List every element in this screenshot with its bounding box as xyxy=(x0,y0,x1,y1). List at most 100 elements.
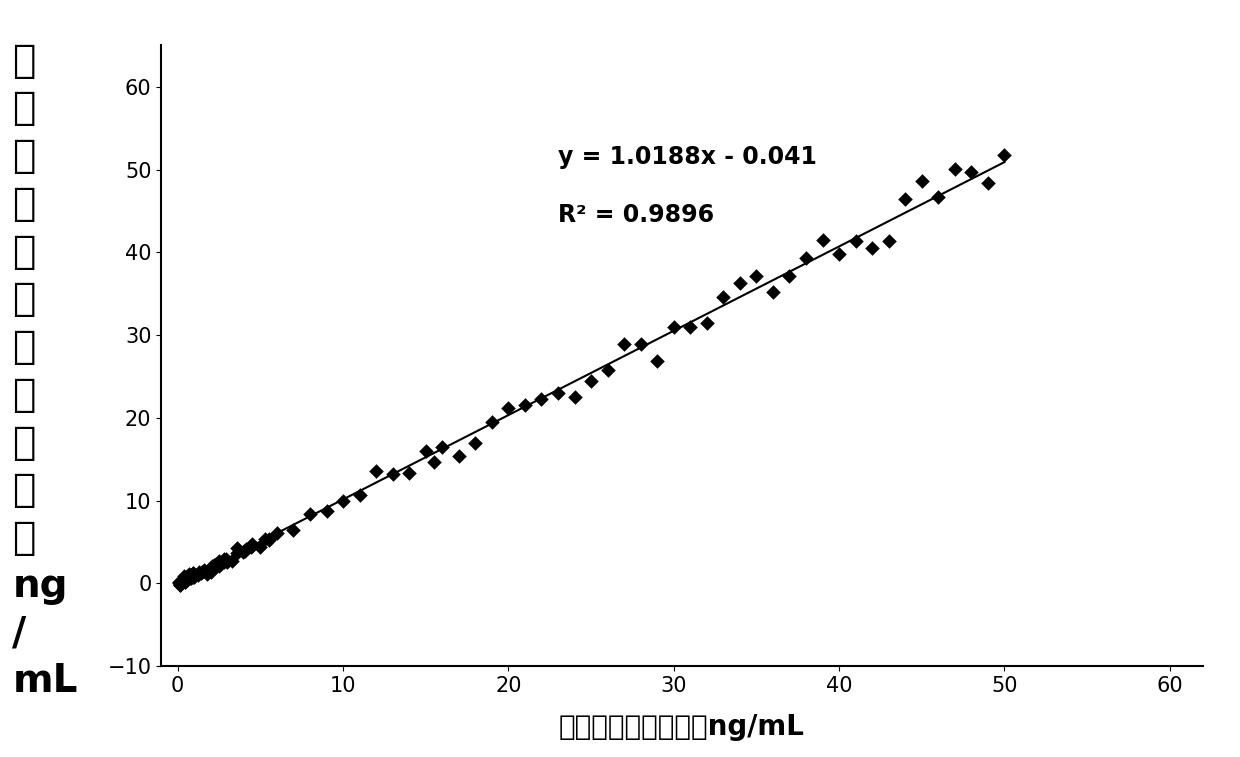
Point xyxy=(176,576,196,588)
Point xyxy=(582,375,601,387)
Point xyxy=(449,450,469,463)
Text: 样: 样 xyxy=(12,375,36,414)
Point xyxy=(175,570,195,582)
Point xyxy=(433,441,453,453)
Point xyxy=(215,553,234,565)
Point xyxy=(846,235,866,247)
Point xyxy=(192,565,212,578)
Point xyxy=(180,571,200,583)
Point xyxy=(172,574,192,586)
Point xyxy=(170,578,190,590)
Point xyxy=(978,176,998,188)
Point xyxy=(215,556,234,568)
Point xyxy=(532,394,552,406)
Point xyxy=(202,560,222,572)
Point xyxy=(663,321,683,333)
Point xyxy=(180,572,200,584)
Point xyxy=(176,574,196,586)
Point xyxy=(241,541,260,553)
Point xyxy=(746,269,766,282)
Text: ng: ng xyxy=(12,567,68,605)
Point xyxy=(182,572,202,584)
Point xyxy=(181,569,201,581)
Point xyxy=(236,544,255,556)
Point xyxy=(216,553,236,565)
Point xyxy=(170,579,190,591)
Point xyxy=(177,571,197,583)
Point xyxy=(647,354,667,366)
Point xyxy=(465,437,485,449)
Point xyxy=(184,567,203,579)
Point xyxy=(174,575,193,587)
Point xyxy=(424,456,444,469)
Point xyxy=(228,547,248,559)
Point xyxy=(830,248,849,260)
Point xyxy=(697,316,717,329)
Point xyxy=(250,541,270,553)
Point xyxy=(207,559,227,571)
Point xyxy=(350,488,370,500)
Text: /: / xyxy=(12,615,26,653)
Point xyxy=(176,571,196,583)
Point xyxy=(267,527,286,539)
Point xyxy=(879,235,899,248)
Point xyxy=(172,575,192,587)
Point xyxy=(205,559,224,571)
Point xyxy=(730,277,750,289)
Point xyxy=(197,569,217,581)
Point xyxy=(399,467,419,479)
Point xyxy=(548,387,568,399)
Point xyxy=(172,574,192,586)
Point xyxy=(945,164,965,176)
Text: mL: mL xyxy=(12,662,78,700)
Point xyxy=(564,391,584,403)
Text: R² = 0.9896: R² = 0.9896 xyxy=(558,203,714,226)
Point xyxy=(255,534,275,546)
Text: 明: 明 xyxy=(12,137,36,175)
Point xyxy=(515,399,534,411)
Point xyxy=(191,567,211,579)
X-axis label: 西门子测试样本浓度ng/mL: 西门子测试样本浓度ng/mL xyxy=(559,712,805,740)
Point xyxy=(176,575,196,587)
Point xyxy=(242,540,262,552)
Point xyxy=(201,566,221,578)
Point xyxy=(184,571,203,583)
Point xyxy=(187,569,207,581)
Point xyxy=(316,505,336,517)
Point xyxy=(259,532,279,544)
Point xyxy=(614,338,634,350)
Point xyxy=(205,561,224,573)
Point xyxy=(176,574,196,586)
Point xyxy=(300,508,320,520)
Text: 发: 发 xyxy=(12,89,36,127)
Point xyxy=(210,560,229,572)
Point xyxy=(383,468,403,480)
Point xyxy=(929,191,949,203)
Text: 体: 体 xyxy=(12,185,36,223)
Point xyxy=(170,577,190,589)
Point xyxy=(284,524,304,536)
Point xyxy=(171,576,191,588)
Point xyxy=(236,544,255,556)
Point xyxy=(170,575,190,587)
Point xyxy=(415,445,435,457)
Point xyxy=(498,402,518,414)
Text: 系: 系 xyxy=(12,232,36,270)
Point xyxy=(366,465,386,477)
Point xyxy=(482,416,502,428)
Point xyxy=(175,576,195,588)
Point xyxy=(169,577,188,589)
Point xyxy=(180,568,200,580)
Text: 度: 度 xyxy=(12,519,36,557)
Point xyxy=(911,175,931,187)
Point xyxy=(334,495,353,507)
Point xyxy=(200,564,219,576)
Point xyxy=(234,545,254,557)
Point xyxy=(195,563,215,575)
Text: y = 1.0188x - 0.041: y = 1.0188x - 0.041 xyxy=(558,145,817,169)
Point xyxy=(598,363,618,375)
Point xyxy=(181,570,201,582)
Point xyxy=(763,286,782,298)
Point xyxy=(233,546,253,558)
Point xyxy=(713,291,733,304)
